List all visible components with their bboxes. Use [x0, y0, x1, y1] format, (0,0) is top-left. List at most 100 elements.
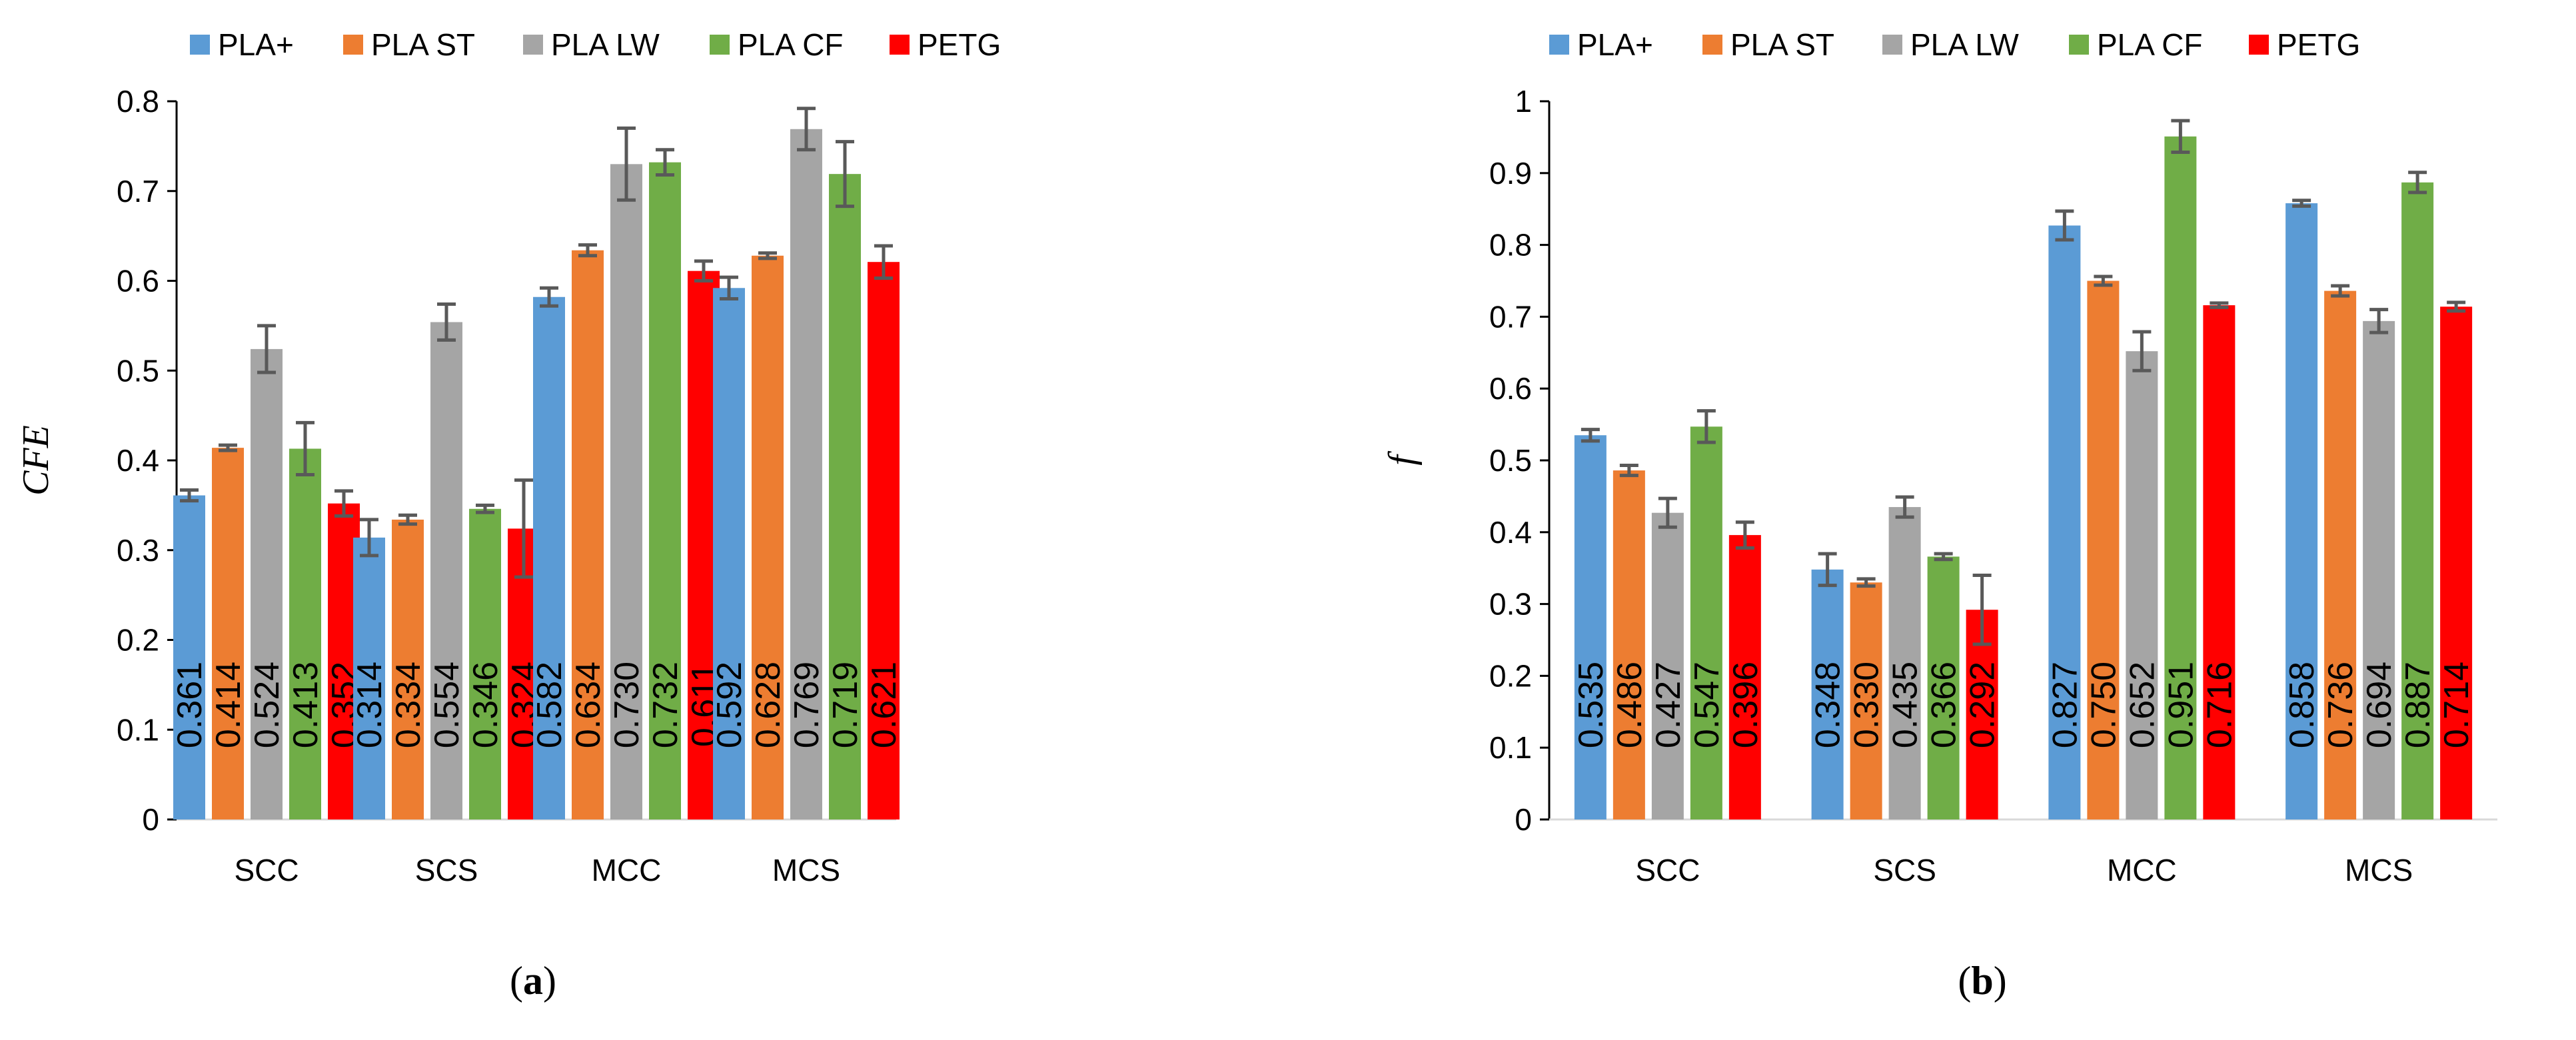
bar: [1651, 512, 1684, 819]
bar: [1850, 582, 1882, 819]
bar: [1728, 535, 1761, 819]
data-label: 0.396: [1726, 662, 1765, 748]
bar: [572, 250, 604, 819]
legend-label: PLA ST: [371, 27, 475, 62]
data-label: 0.634: [569, 662, 608, 748]
legend-swatch: [1549, 35, 1569, 55]
bar: [649, 162, 681, 819]
y-tick-label: 0.3: [117, 533, 159, 568]
y-tick-label: 0.6: [1489, 371, 1532, 406]
x-category-label: SCC: [1635, 853, 1700, 887]
bar: [790, 129, 822, 820]
bar: [2203, 305, 2236, 820]
legend-label: PETG: [918, 27, 1001, 62]
bar: [392, 519, 424, 819]
legend-swatch: [523, 35, 543, 55]
legend-swatch: [2249, 35, 2269, 55]
y-tick-label: 0.8: [117, 84, 159, 119]
y-tick-label: 0.6: [117, 264, 159, 298]
legend-swatch: [890, 35, 910, 55]
x-category-label: SCC: [234, 853, 299, 887]
bar: [251, 348, 283, 819]
data-label: 0.486: [1610, 662, 1649, 748]
data-label: 0.346: [466, 662, 505, 748]
data-label: 0.554: [428, 662, 466, 748]
x-category-label: MCC: [592, 853, 662, 887]
data-label: 0.716: [2200, 662, 2239, 748]
data-label: 0.719: [826, 662, 865, 748]
x-category-label: SCS: [415, 853, 478, 887]
bar: [2126, 351, 2158, 819]
y-tick-label: 0.7: [1489, 299, 1532, 334]
y-tick-label: 0.9: [1489, 156, 1532, 191]
data-label: 0.628: [749, 662, 788, 748]
bar: [752, 255, 784, 819]
legend-swatch: [343, 35, 363, 55]
legend-swatch: [2069, 35, 2089, 55]
y-axis-title: CFE: [15, 425, 57, 496]
y-tick-label: 0.3: [1489, 587, 1532, 622]
data-label: 0.621: [865, 662, 904, 748]
y-axis-title: f: [1381, 450, 1423, 466]
data-label: 0.413: [287, 662, 325, 748]
data-label: 0.535: [1572, 662, 1610, 748]
data-label: 0.314: [350, 662, 389, 748]
bar: [868, 262, 900, 819]
bar: [1612, 470, 1645, 819]
bar: [430, 322, 462, 819]
data-label: 0.361: [171, 662, 209, 748]
bar: [2285, 203, 2318, 819]
bar: [2440, 306, 2473, 820]
legend-label: PLA ST: [1730, 27, 1834, 62]
legend-label: PETG: [2277, 27, 2360, 62]
bar: [2401, 182, 2434, 820]
x-category-label: MCS: [2345, 853, 2413, 887]
legend-swatch: [710, 35, 730, 55]
legend-swatch: [1882, 35, 1902, 55]
data-label: 0.736: [2321, 662, 2360, 748]
bar: [610, 164, 642, 819]
x-category-label: SCS: [1873, 853, 1936, 887]
data-label: 0.330: [1848, 662, 1886, 748]
data-label: 0.592: [710, 662, 749, 748]
data-label: 0.652: [2123, 662, 2162, 748]
data-label: 0.769: [788, 662, 826, 748]
legend-swatch: [190, 35, 210, 55]
bar: [829, 174, 861, 820]
data-label: 0.694: [2360, 662, 2399, 748]
y-tick-label: 0.8: [1489, 228, 1532, 262]
y-tick-label: 0.4: [117, 443, 159, 478]
data-label: 0.292: [1964, 662, 2002, 748]
data-label: 0.750: [2084, 662, 2123, 748]
legend-label: PLA LW: [551, 27, 660, 62]
legend-label: PLA+: [1577, 27, 1653, 62]
x-category-label: MCS: [772, 853, 840, 887]
bar: [469, 508, 501, 819]
bar: [289, 448, 321, 819]
data-label: 0.887: [2399, 662, 2437, 748]
data-label: 0.348: [1809, 662, 1848, 748]
y-tick-label: 0: [142, 802, 159, 837]
bar: [2324, 290, 2357, 819]
data-label: 0.547: [1688, 662, 1726, 748]
y-tick-label: 0.4: [1489, 515, 1532, 550]
bar: [1888, 507, 1921, 819]
data-label: 0.524: [248, 662, 287, 748]
bar: [212, 448, 244, 819]
y-tick-label: 0.2: [117, 623, 159, 658]
data-label: 0.435: [1886, 662, 1925, 748]
bar: [1811, 569, 1844, 819]
panel-label: (a): [510, 959, 556, 1003]
data-label: 0.827: [2046, 662, 2084, 748]
y-tick-label: 0: [1515, 802, 1532, 837]
data-label: 0.427: [1649, 662, 1688, 748]
data-label: 0.414: [209, 662, 248, 748]
y-tick-label: 0.5: [1489, 443, 1532, 478]
data-label: 0.582: [530, 662, 569, 748]
y-tick-label: 0.5: [117, 353, 159, 388]
data-label: 0.732: [646, 662, 685, 748]
x-category-label: MCC: [2107, 853, 2177, 887]
bar: [2164, 136, 2197, 819]
